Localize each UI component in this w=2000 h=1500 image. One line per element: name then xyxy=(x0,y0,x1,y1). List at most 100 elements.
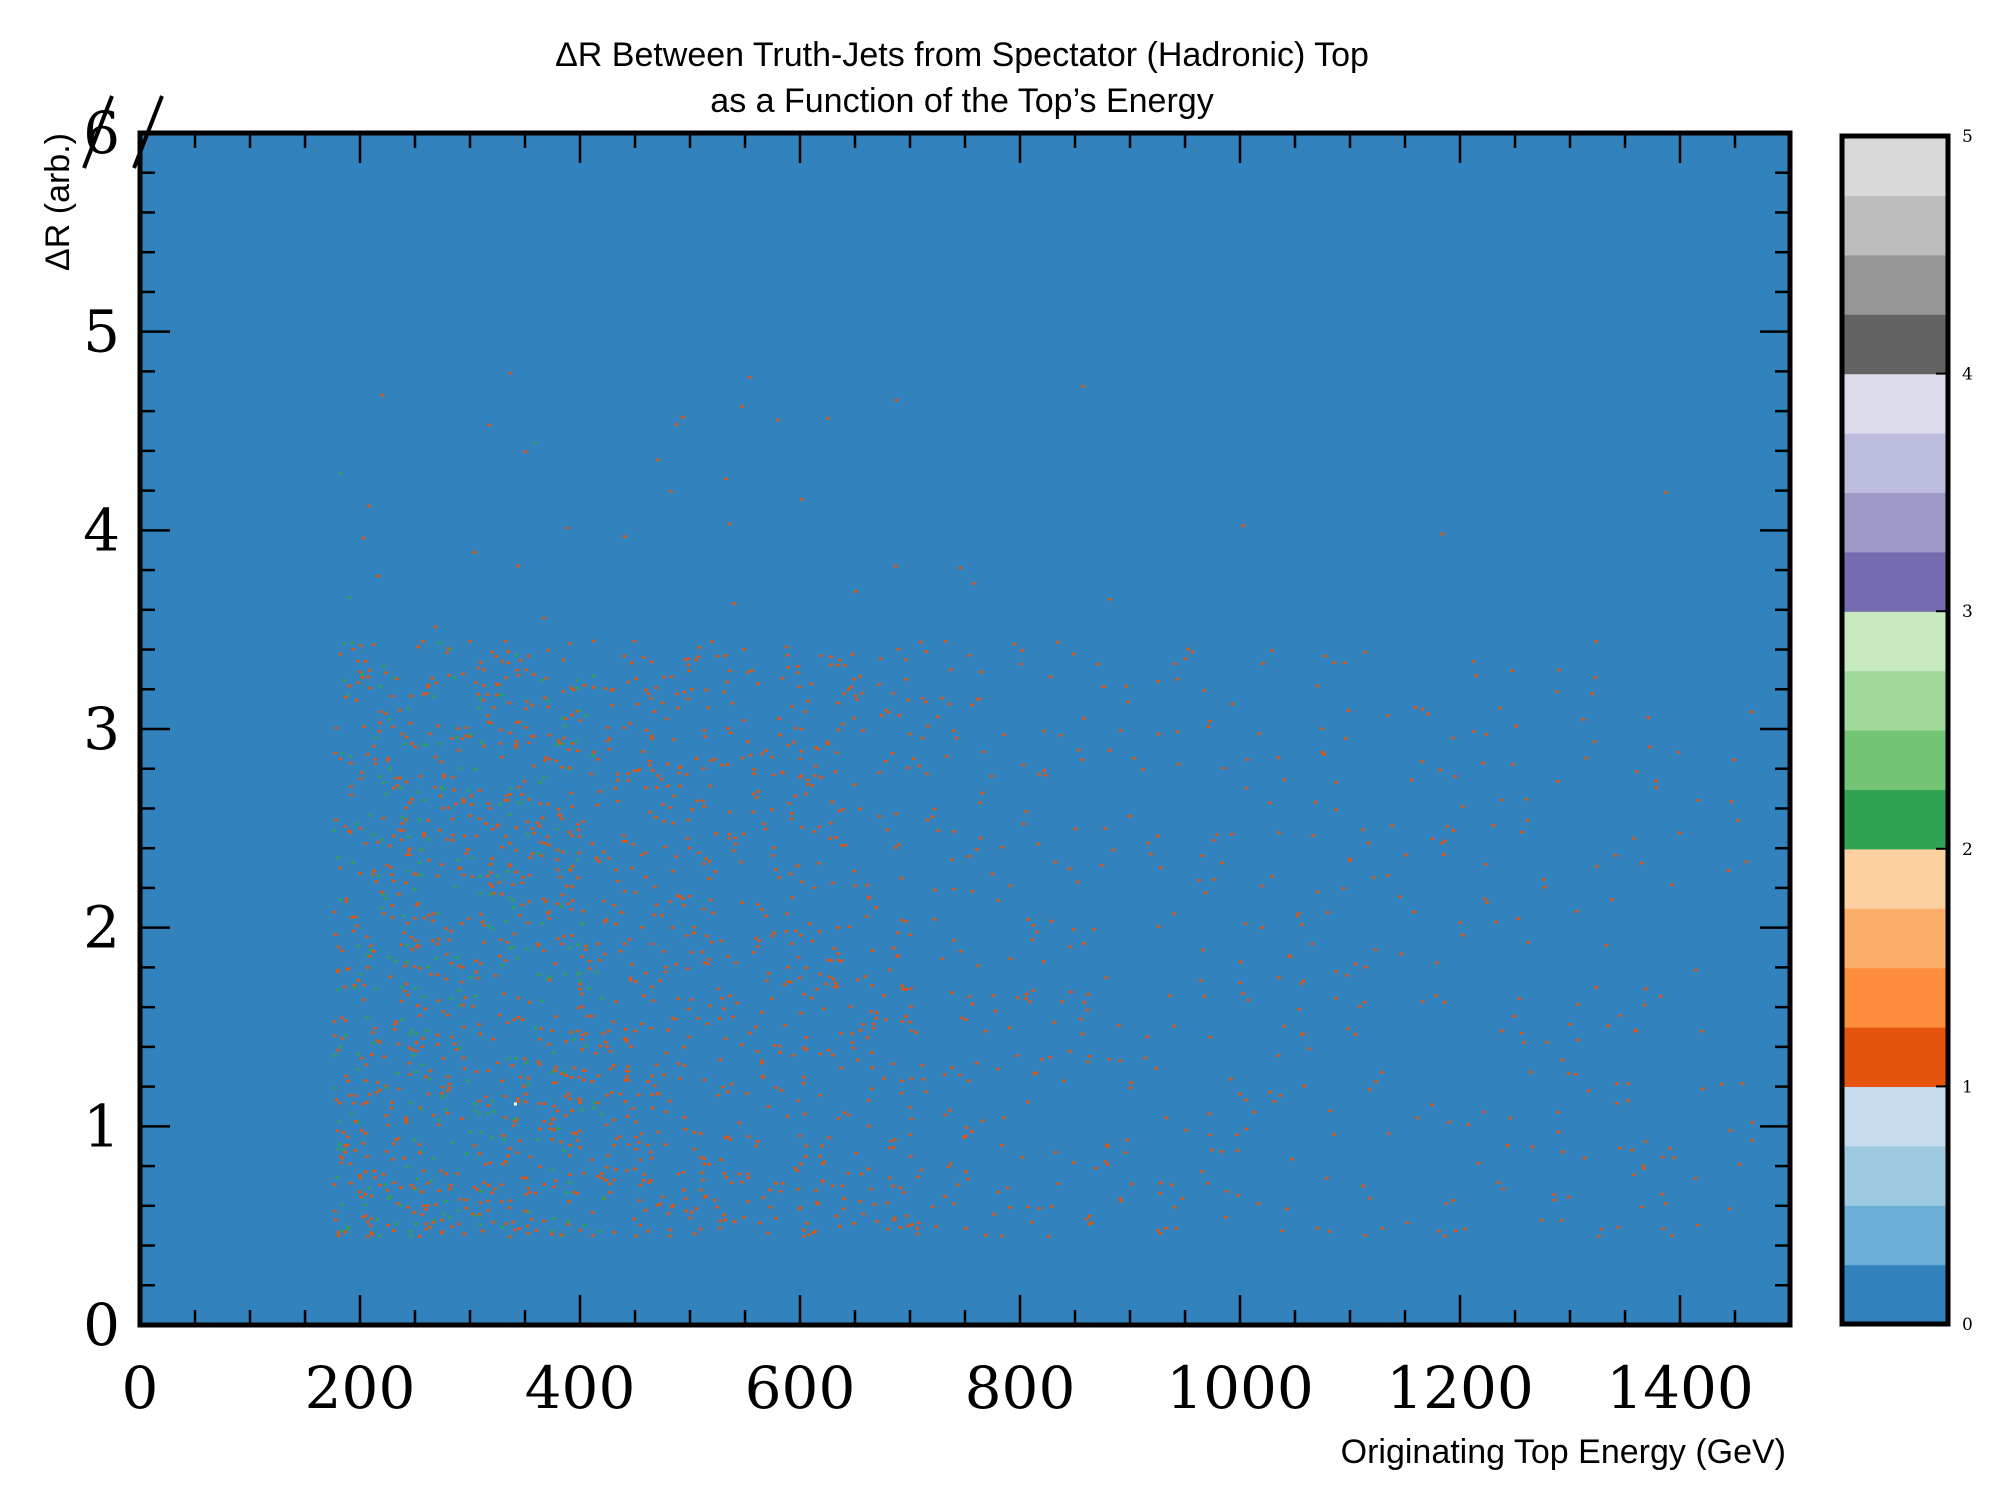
heatmap-cell xyxy=(1458,921,1462,924)
heatmap-cell xyxy=(458,1004,462,1008)
heatmap-cell xyxy=(550,1071,555,1074)
heatmap-cell xyxy=(921,736,925,740)
heatmap-cell xyxy=(610,1091,614,1094)
heatmap-cell xyxy=(943,1195,947,1198)
heatmap-cell xyxy=(437,1119,441,1122)
heatmap-cell xyxy=(448,1086,452,1090)
heatmap-cell xyxy=(1053,860,1058,864)
heatmap-cell xyxy=(614,868,618,872)
heatmap-cell xyxy=(567,1200,571,1203)
heatmap-cell xyxy=(481,1229,485,1233)
colorbar-segment xyxy=(1842,492,1948,553)
heatmap-cell xyxy=(365,935,369,938)
heatmap-cell xyxy=(644,875,648,879)
heatmap-cell xyxy=(492,892,496,895)
heatmap-cell xyxy=(770,808,774,811)
heatmap-cell xyxy=(595,971,599,974)
heatmap-cell xyxy=(802,993,806,996)
heatmap-cell xyxy=(993,1009,998,1013)
heatmap-cell xyxy=(404,818,408,822)
heatmap-cell xyxy=(649,1178,653,1182)
heatmap-cell xyxy=(477,1099,482,1103)
heatmap-cell xyxy=(359,827,363,830)
heatmap-cell xyxy=(1068,1049,1072,1053)
heatmap-cell xyxy=(444,1199,448,1203)
heatmap-cell xyxy=(811,1231,816,1235)
heatmap-cell xyxy=(409,1230,413,1233)
heatmap-cell xyxy=(707,957,711,961)
heatmap-cell xyxy=(749,753,753,757)
heatmap-cell xyxy=(364,660,368,663)
heatmap-cell xyxy=(821,1162,825,1166)
heatmap-cell xyxy=(1516,917,1520,920)
heatmap-cell xyxy=(611,688,615,691)
heatmap-cell xyxy=(569,908,573,911)
heatmap-cell xyxy=(523,1209,527,1213)
heatmap-cell xyxy=(625,1040,629,1043)
heatmap-cell xyxy=(495,682,499,686)
heatmap-cell xyxy=(582,1078,586,1082)
heatmap-cell xyxy=(795,1169,799,1172)
heatmap-cell xyxy=(671,1203,675,1207)
heatmap-cell xyxy=(818,1052,823,1056)
heatmap-cell xyxy=(674,963,678,966)
heatmap-cell xyxy=(943,1113,947,1117)
heatmap-cell xyxy=(415,1032,419,1036)
heatmap-cell xyxy=(702,1157,707,1160)
heatmap-cell xyxy=(623,942,627,945)
heatmap-cell xyxy=(783,1024,787,1027)
heatmap-cell xyxy=(756,682,760,685)
heatmap-cell xyxy=(482,668,486,672)
heatmap-cell xyxy=(378,1088,382,1092)
heatmap-cell xyxy=(422,835,426,838)
heatmap-cell xyxy=(339,1161,344,1165)
colorbar-segment xyxy=(1842,1086,1948,1147)
heatmap-cell xyxy=(682,1045,686,1049)
heatmap-cell xyxy=(676,997,680,1000)
heatmap-cell xyxy=(622,654,626,658)
heatmap-cell xyxy=(561,893,565,897)
heatmap-cell xyxy=(404,1121,408,1124)
heatmap-cell xyxy=(784,930,788,933)
heatmap-cell xyxy=(457,867,461,870)
heatmap-cell xyxy=(1574,1073,1578,1076)
heatmap-cell xyxy=(693,1147,697,1151)
heatmap-cell xyxy=(674,855,678,858)
heatmap-cell xyxy=(464,1198,469,1202)
heatmap-cell xyxy=(477,706,481,710)
heatmap-cell xyxy=(479,661,483,664)
heatmap-cell xyxy=(1164,1227,1168,1230)
heatmap-cell xyxy=(382,664,386,668)
heatmap-cell xyxy=(1086,1060,1090,1064)
heatmap-cell xyxy=(770,997,774,1000)
heatmap-cell xyxy=(1387,1132,1391,1135)
heatmap-cell xyxy=(452,788,456,792)
heatmap-cell xyxy=(388,844,392,848)
heatmap-cell xyxy=(697,646,701,649)
heatmap-cell xyxy=(1225,1190,1229,1193)
heatmap-cell xyxy=(799,1162,803,1166)
heatmap-cell xyxy=(474,959,478,962)
heatmap-cell xyxy=(560,817,565,821)
heatmap-cell xyxy=(541,897,546,901)
heatmap-cell xyxy=(1643,1140,1647,1143)
heatmap-cell xyxy=(643,1209,648,1212)
heatmap-cell xyxy=(1107,1057,1111,1061)
heatmap-cell xyxy=(859,1029,863,1032)
heatmap-cell xyxy=(725,680,729,684)
heatmap-cell xyxy=(357,944,361,948)
heatmap-cell xyxy=(1077,748,1081,752)
heatmap-cell xyxy=(820,1144,824,1148)
heatmap-cell xyxy=(650,1093,654,1097)
heatmap-cell xyxy=(371,1233,375,1236)
heatmap-cell xyxy=(842,1207,846,1210)
heatmap-cell xyxy=(518,1075,523,1079)
heatmap-cell xyxy=(498,742,502,745)
heatmap-cell xyxy=(361,536,365,540)
heatmap-cell xyxy=(580,1108,584,1111)
heatmap-cell xyxy=(527,798,531,801)
heatmap-cell xyxy=(623,1037,627,1040)
heatmap-cell xyxy=(606,726,610,729)
heatmap-cell xyxy=(1732,758,1736,762)
